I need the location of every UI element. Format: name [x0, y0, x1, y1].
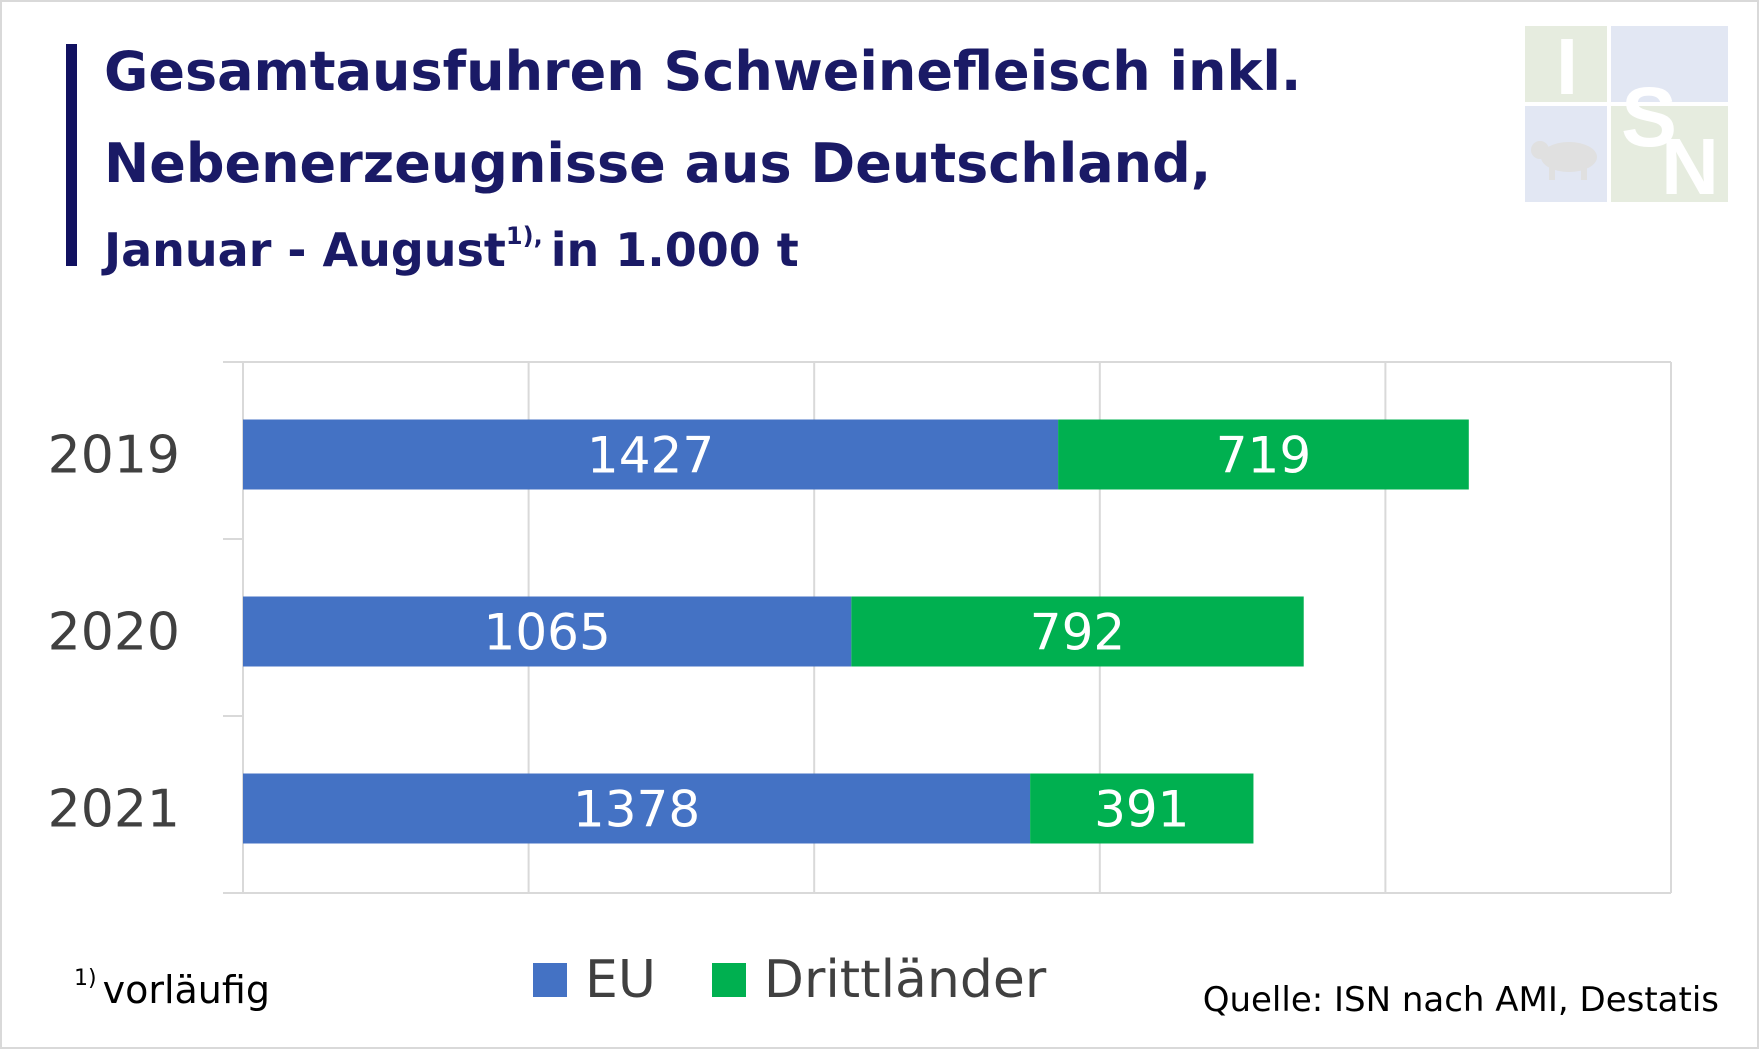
y-tick-label: 2021	[48, 780, 180, 840]
chart-title-line2: Nebenerzeugnisse aus Deutschland,	[104, 132, 1212, 195]
legend-swatch	[533, 963, 567, 997]
footnote-mark: 1)	[74, 966, 97, 991]
legend-label: Drittländer	[763, 950, 1047, 1010]
y-tick-label: 2019	[48, 426, 180, 486]
svg-text:S: S	[1621, 70, 1677, 164]
data-label: 719	[1216, 427, 1311, 485]
bar-segment	[851, 596, 1304, 667]
legend-item: Drittländer	[711, 950, 1047, 1010]
title-unit: in 1.000 t	[550, 223, 799, 277]
bar-segment	[243, 773, 1031, 844]
legend-label: EU	[585, 950, 656, 1010]
data-label: 1427	[587, 427, 714, 485]
isn-logo: I S N	[1525, 26, 1728, 202]
pig-icon	[1531, 141, 1597, 180]
chart-title-line1: Gesamtausfuhren Schweinefleisch inkl.	[104, 40, 1302, 103]
data-label: 792	[1030, 604, 1125, 662]
svg-text:I: I	[1556, 26, 1578, 111]
bar-segment	[1030, 773, 1254, 844]
title-accent-bar	[66, 44, 77, 266]
legend-swatch	[711, 963, 746, 997]
source-note: Quelle: ISN nach AMI, Destatis	[1202, 980, 1719, 1020]
data-label: 1065	[484, 604, 611, 662]
data-label: 391	[1094, 781, 1189, 839]
title-period: Januar - August	[104, 223, 506, 277]
svg-text:N: N	[1661, 122, 1719, 202]
chart-legend: EU Drittländer	[533, 950, 1102, 1010]
footnote-text: vorläufig	[102, 968, 270, 1012]
chart-title-line3: Januar - August1), in 1.000 t	[104, 222, 799, 277]
data-label: 1378	[573, 781, 700, 839]
y-tick-label: 2020	[48, 603, 180, 663]
bar-segment	[1058, 419, 1469, 490]
title-footnote-mark: 1),	[505, 222, 543, 250]
legend-item: EU	[533, 950, 656, 1010]
bar-segment	[243, 419, 1059, 490]
bar-segment	[243, 596, 852, 667]
footnote: 1) vorläufig	[74, 966, 270, 1012]
